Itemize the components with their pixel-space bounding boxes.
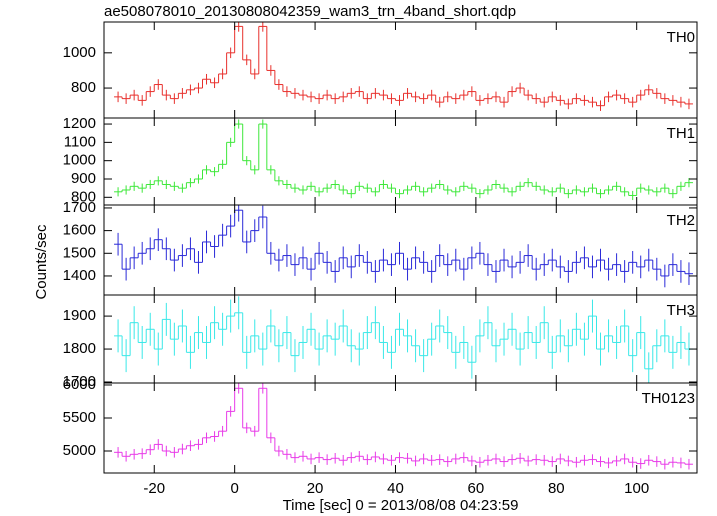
y-tick-label: 1100 [64,133,96,150]
chart-title: ae508078010_20130808042359_wam3_trn_4ban… [104,3,516,20]
x-tick-label: 40 [387,480,404,497]
y-tick-label: 1400 [63,267,96,284]
panel-label: TH0123 [642,390,695,407]
y-axis-label: Counts/sec [33,224,50,300]
x-tick-label: 20 [307,480,324,497]
y-tick-label: 1700 [63,373,96,390]
y-tick-label: 800 [71,79,96,96]
panel-label: TH0 [667,29,695,46]
y-tick-label: 1700 [63,199,96,216]
y-tick-label: 6000 [63,376,96,393]
x-tick-label: 60 [468,480,485,497]
panel-frame [103,21,698,119]
y-tick-label: 1200 [63,115,96,132]
y-tick-label: 1500 [63,244,96,261]
x-axis-label: Time [sec] 0 = 2013/08/08 04:23:59 [283,497,519,514]
panel-frame [103,117,698,206]
y-tick-label: 1900 [63,307,96,324]
y-tick-label: 800 [71,188,96,205]
x-tick-label: 80 [548,480,565,497]
y-tick-label: 5000 [63,442,96,459]
y-tick-label: 1000 [63,152,96,169]
panel-frame [103,382,698,474]
x-tick-label: 100 [624,480,649,497]
panel-frame [103,204,698,296]
y-tick-label: 1000 [63,44,96,61]
x-tick-label: -20 [143,480,165,497]
x-tick-label: 0 [230,480,238,497]
panel-label: TH3 [667,302,695,319]
y-tick-label: 900 [71,170,96,187]
y-tick-label: 5500 [63,409,96,426]
panel-frame [103,294,698,384]
panel-label: TH2 [667,212,695,229]
panel-label: TH1 [667,125,695,142]
y-tick-label: 1600 [63,222,96,239]
y-tick-label: 1800 [63,340,96,357]
